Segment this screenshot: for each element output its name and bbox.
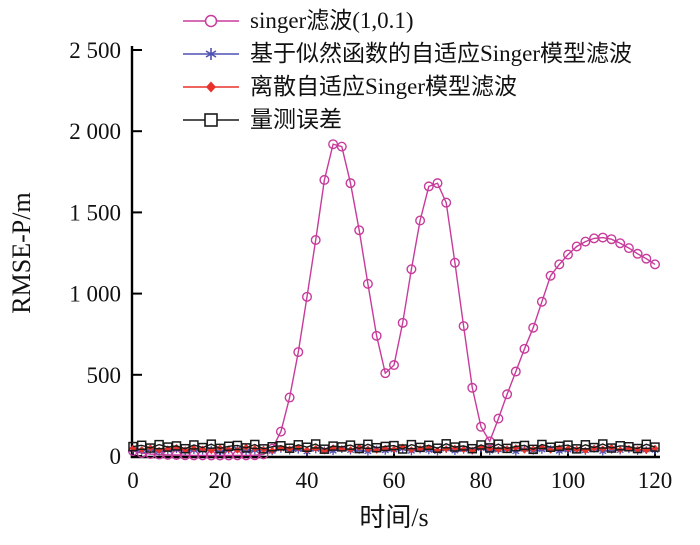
svg-text:RMSE-P/m: RMSE-P/m [7, 192, 36, 313]
svg-text:100: 100 [551, 468, 586, 493]
legend-label: singer滤波(1,0.1) [250, 8, 414, 33]
circle-marker-icon [183, 14, 239, 27]
svg-text:0: 0 [127, 468, 139, 493]
svg-text:120: 120 [638, 468, 673, 493]
svg-text:1 500: 1 500 [69, 200, 121, 225]
square-marker-icon [183, 112, 239, 127]
legend-item-measurement-error: 量测误差 [182, 103, 632, 136]
legend-label: 量测误差 [250, 107, 342, 132]
legend: singer滤波(1,0.1) 基于似然函数的自适应Singer模型滤波 离散自… [182, 4, 632, 136]
legend-item-discrete-adaptive-singer: 离散自适应Singer模型滤波 [182, 70, 632, 103]
svg-text:时间/s: 时间/s [359, 503, 428, 532]
legend-item-singer: singer滤波(1,0.1) [182, 4, 632, 37]
legend-item-likelihood-adaptive-singer: 基于似然函数的自适应Singer模型滤波 [182, 37, 632, 70]
svg-text:80: 80 [470, 468, 493, 493]
svg-text:1 000: 1 000 [69, 282, 121, 307]
svg-text:500: 500 [87, 363, 122, 388]
legend-label: 基于似然函数的自适应Singer模型滤波 [250, 41, 633, 66]
diamond-marker-icon [183, 81, 239, 92]
svg-text:60: 60 [383, 468, 406, 493]
svg-text:2 000: 2 000 [69, 119, 121, 144]
legend-label: 离散自适应Singer模型滤波 [250, 74, 518, 99]
svg-text:2 500: 2 500 [69, 38, 121, 63]
svg-text:0: 0 [110, 444, 122, 469]
svg-text:40: 40 [296, 468, 319, 493]
asterisk-marker-icon [183, 47, 239, 60]
svg-text:20: 20 [209, 468, 232, 493]
